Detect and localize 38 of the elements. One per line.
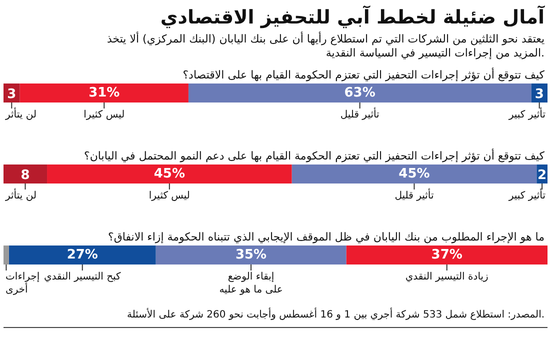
data-label: 35% xyxy=(235,248,267,262)
chart-title: آمال ضئيلة لخطط آبي للتحفيز الاقتصادي xyxy=(160,4,545,28)
series-label: ليس كثيرا xyxy=(84,110,125,120)
series-label: إجراءات أخرى xyxy=(6,272,40,296)
bar xyxy=(292,164,537,184)
bar xyxy=(156,246,346,264)
bar xyxy=(8,246,156,264)
series-label: ليس كثيرا xyxy=(148,190,190,202)
text: كيف تتوقع أن تؤثر إجراءات التحفيز التي تعتزم الحكومة القيام بها على الاقتصاد؟ xyxy=(182,68,546,82)
series-label: زيادة التيسير النقدي xyxy=(405,272,489,282)
data-label: 27% xyxy=(66,248,98,262)
data-label: 63% xyxy=(344,86,376,100)
data-label: 8 xyxy=(20,168,30,183)
text: ما هو الإجراء المطلوب من بنك اليابان في ظل الموقف الإيجابي الذي تتبناه الحكومة إزاء الانفاق؟ xyxy=(108,230,545,244)
series-label: لن يتأثر xyxy=(4,188,36,202)
data-label: 3 xyxy=(534,87,544,102)
data-label: 2 xyxy=(538,168,547,183)
chart-subtitle: يعتقد نحو الثلثين من الشركات التي تم استطلاع رأيها أن على بنك اليابان (البنك المركزي) ألا يتخذ المزيد من إجراءات التيسير في السياسة النقدية. xyxy=(106,32,545,60)
text: كيف تتوقع أن تؤثر إجراءات التحفيز التي تعتزم الحكومة القيام بها على دعم النمو المحتمل في اليابان؟ xyxy=(84,148,546,162)
bar xyxy=(4,164,48,184)
series-label: إبقاء الوضع على ما هو عليه xyxy=(219,272,283,296)
series-label: تأثير كبير xyxy=(508,106,546,120)
bar xyxy=(47,164,292,184)
series-label: كبح التيسير النقدي xyxy=(44,272,122,282)
series-label: تأثير كبير xyxy=(508,188,546,202)
bar xyxy=(188,84,532,102)
data-label: 37% xyxy=(431,248,462,262)
data-label: 45% xyxy=(154,166,185,182)
bar xyxy=(346,246,548,264)
data-label: 45% xyxy=(398,166,430,182)
bar xyxy=(20,84,188,102)
series-label: لن يتأثر xyxy=(4,106,36,120)
data-label: 31% xyxy=(88,86,120,100)
data-label: 3 xyxy=(7,87,16,102)
text: المصدر: استطلاع شمل 533 شركة أجري بين 1 و 16 أغسطس وأجابت نحو 260 شركة على الأسئلة. xyxy=(126,308,545,320)
series-label: تأثير قليل xyxy=(394,188,434,202)
bar xyxy=(4,246,9,264)
series-label: تأثير قليل xyxy=(340,106,380,120)
